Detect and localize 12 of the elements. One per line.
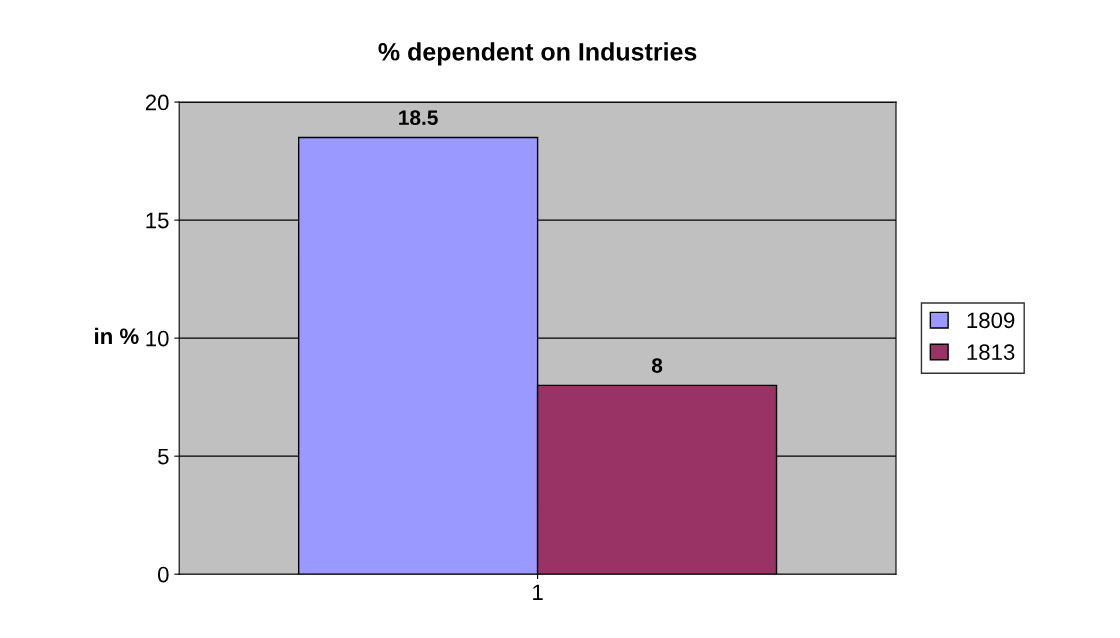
- y-tick-label: 20: [145, 94, 169, 111]
- legend-label: 1813: [967, 344, 1015, 361]
- x-tick-label: 1: [533, 584, 543, 601]
- y-tick-label: 5: [158, 448, 169, 465]
- data-label: 18.5: [399, 110, 438, 126]
- y-axis-title: in %: [95, 327, 139, 345]
- y-tick-label: 15: [146, 212, 169, 229]
- legend-label: 1809: [967, 312, 1015, 329]
- y-tick-label: 0: [157, 566, 169, 583]
- chart-title: % dependent on Industries: [378, 42, 697, 66]
- y-tick-label: 10: [146, 330, 169, 347]
- data-label: 8: [651, 358, 663, 373]
